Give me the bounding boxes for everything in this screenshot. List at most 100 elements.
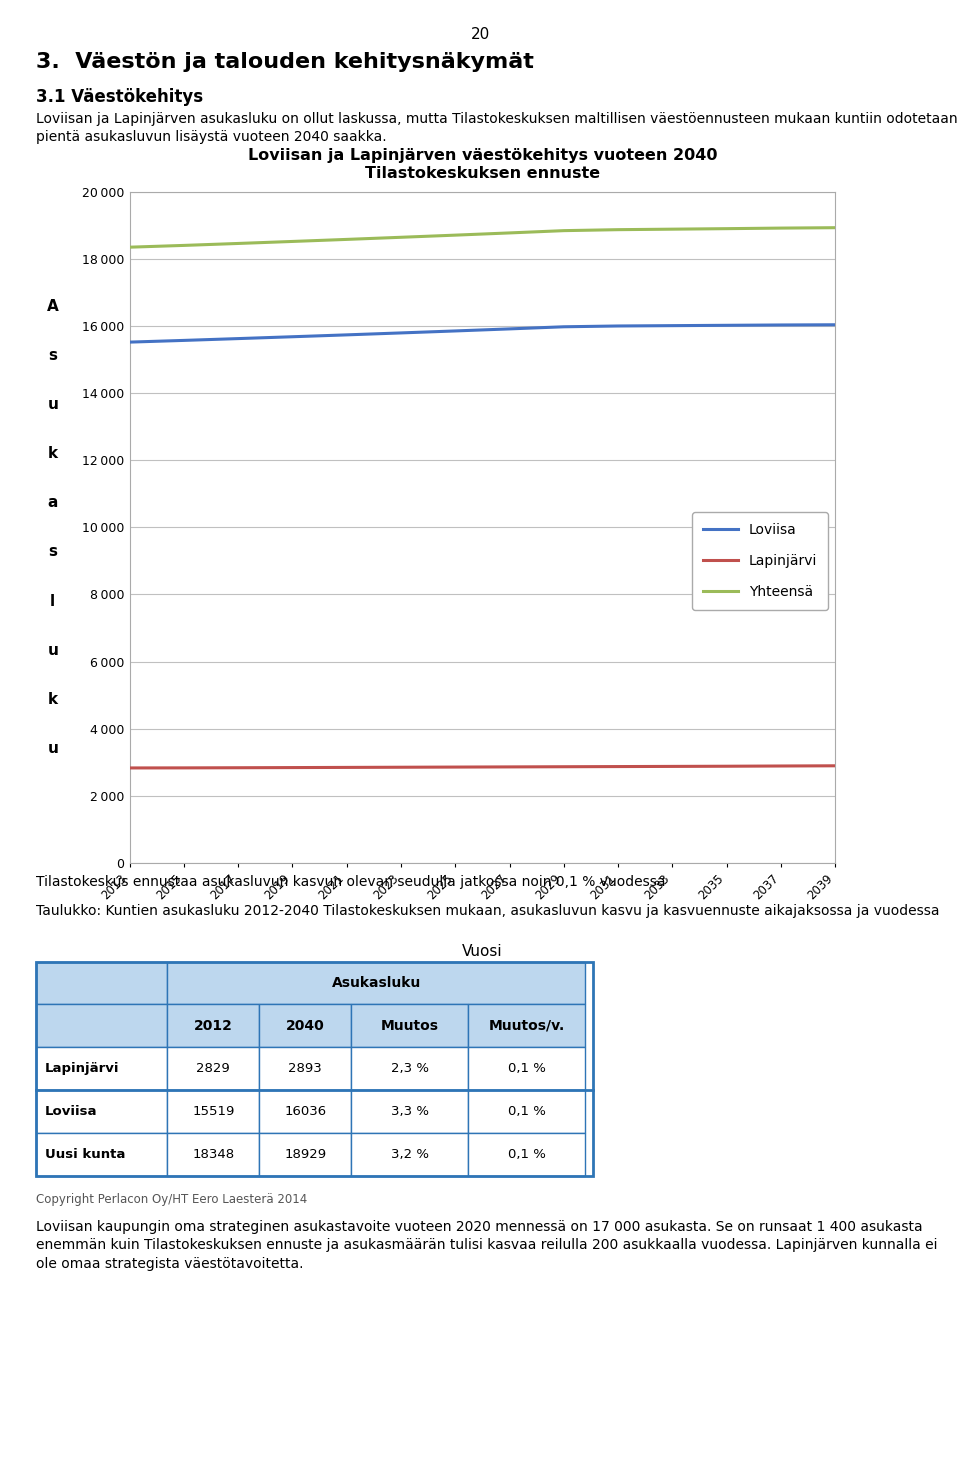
- Text: 3,3 %: 3,3 %: [391, 1105, 428, 1118]
- Yhteensä: [666, 220, 678, 237]
- Yhteensä: [179, 236, 190, 254]
- Text: Tilastokeskus ennustaa asukasluvun kasvun olevan seudulla jatkossa noin 0,1 % vu: Tilastokeskus ennustaa asukasluvun kasvu…: [36, 875, 666, 888]
- Yhteensä: [232, 235, 244, 252]
- Text: 16036: 16036: [284, 1105, 326, 1118]
- Bar: [36, 1047, 167, 1090]
- Text: u: u: [47, 740, 59, 757]
- Loviisa: [232, 330, 244, 348]
- Lapinjärvi: [287, 758, 299, 776]
- Text: k: k: [48, 445, 58, 462]
- Loviisa: [449, 322, 461, 339]
- Bar: [351, 1133, 468, 1176]
- Yhteensä: [612, 221, 624, 239]
- Text: A: A: [47, 298, 59, 314]
- Bar: [468, 1004, 585, 1047]
- Lapinjärvi: [449, 758, 461, 776]
- Bar: [259, 1133, 351, 1176]
- Text: 3.1 Väestökehitys: 3.1 Väestökehitys: [36, 88, 204, 106]
- Bar: [351, 1090, 468, 1133]
- Text: Uusi kunta: Uusi kunta: [45, 1148, 125, 1161]
- Loviisa: [124, 333, 135, 351]
- X-axis label: Vuosi: Vuosi: [462, 944, 503, 959]
- Text: a: a: [48, 496, 58, 510]
- Text: 2,3 %: 2,3 %: [391, 1062, 428, 1075]
- Text: 0,1 %: 0,1 %: [508, 1062, 545, 1075]
- Loviisa: [721, 317, 732, 335]
- Text: Muutos/v.: Muutos/v.: [489, 1019, 564, 1032]
- Line: Lapinjärvi: Lapinjärvi: [130, 766, 835, 768]
- Line: Yhteensä: Yhteensä: [130, 227, 835, 248]
- Lapinjärvi: [396, 758, 407, 776]
- Text: 2040: 2040: [286, 1019, 324, 1032]
- Text: u: u: [47, 643, 59, 658]
- Loviisa: [612, 317, 624, 335]
- Text: s: s: [48, 348, 58, 363]
- Loviisa: [179, 332, 190, 350]
- Yhteensä: [829, 218, 841, 236]
- Title: Loviisan ja Lapinjärven väestökehitys vuoteen 2040
Tilastokeskuksen ennuste: Loviisan ja Lapinjärven väestökehitys vu…: [248, 149, 717, 181]
- Bar: [468, 1047, 585, 1090]
- Yhteensä: [124, 239, 135, 257]
- Yhteensä: [341, 230, 352, 248]
- Bar: [36, 1133, 167, 1176]
- Bar: [468, 1133, 585, 1176]
- Text: Taulukko: Kuntien asukasluku 2012-2040 Tilastokeskuksen mukaan, asukasluvun kasv: Taulukko: Kuntien asukasluku 2012-2040 T…: [36, 904, 940, 917]
- Yhteensä: [775, 220, 786, 237]
- Bar: [36, 1090, 167, 1133]
- Lapinjärvi: [232, 760, 244, 777]
- Bar: [259, 1090, 351, 1133]
- Lapinjärvi: [504, 758, 516, 776]
- Text: 2829: 2829: [197, 1062, 230, 1075]
- Lapinjärvi: [612, 758, 624, 776]
- Text: 0,1 %: 0,1 %: [508, 1148, 545, 1161]
- Text: s: s: [48, 544, 58, 559]
- Text: Lapinjärvi: Lapinjärvi: [45, 1062, 119, 1075]
- Loviisa: [829, 316, 841, 333]
- Bar: [351, 1004, 468, 1047]
- Text: Loviisan kaupungin oma strateginen asukastavoite vuoteen 2020 mennessä on 17 000: Loviisan kaupungin oma strateginen asuka…: [36, 1220, 938, 1270]
- Bar: [259, 1004, 351, 1047]
- Text: 2893: 2893: [288, 1062, 322, 1075]
- Text: 18348: 18348: [192, 1148, 234, 1161]
- Lapinjärvi: [721, 757, 732, 774]
- Lapinjärvi: [558, 758, 569, 776]
- Loviisa: [666, 317, 678, 335]
- Loviisa: [558, 319, 569, 336]
- Bar: [167, 1133, 259, 1176]
- Bar: [167, 962, 585, 1004]
- Lapinjärvi: [775, 757, 786, 774]
- Bar: [36, 962, 167, 1004]
- Text: Copyright Perlacon Oy/HT Eero Laesterä 2014: Copyright Perlacon Oy/HT Eero Laesterä 2…: [36, 1193, 308, 1207]
- Lapinjärvi: [179, 760, 190, 777]
- Bar: [167, 1090, 259, 1133]
- Text: 20: 20: [470, 27, 490, 41]
- Yhteensä: [396, 229, 407, 246]
- Loviisa: [341, 326, 352, 344]
- Loviisa: [504, 320, 516, 338]
- Loviisa: [396, 324, 407, 342]
- Text: 0,1 %: 0,1 %: [508, 1105, 545, 1118]
- Text: Loviisa: Loviisa: [45, 1105, 97, 1118]
- Yhteensä: [504, 224, 516, 242]
- Lapinjärvi: [124, 760, 135, 777]
- Text: 18929: 18929: [284, 1148, 326, 1161]
- Bar: [167, 1004, 259, 1047]
- Yhteensä: [558, 221, 569, 239]
- Bar: [167, 1047, 259, 1090]
- Lapinjärvi: [341, 758, 352, 776]
- Text: Muutos: Muutos: [380, 1019, 439, 1032]
- Bar: [259, 1047, 351, 1090]
- Bar: [36, 1004, 167, 1047]
- Text: 3,2 %: 3,2 %: [391, 1148, 428, 1161]
- Loviisa: [775, 316, 786, 333]
- Yhteensä: [449, 226, 461, 243]
- Lapinjärvi: [666, 758, 678, 776]
- Line: Loviisa: Loviisa: [130, 324, 835, 342]
- Text: Asukasluku: Asukasluku: [331, 976, 420, 990]
- Legend: Loviisa, Lapinjärvi, Yhteensä: Loviisa, Lapinjärvi, Yhteensä: [692, 512, 828, 609]
- Text: k: k: [48, 692, 58, 707]
- Text: u: u: [47, 397, 59, 412]
- Lapinjärvi: [829, 757, 841, 774]
- Text: 15519: 15519: [192, 1105, 234, 1118]
- Loviisa: [287, 327, 299, 345]
